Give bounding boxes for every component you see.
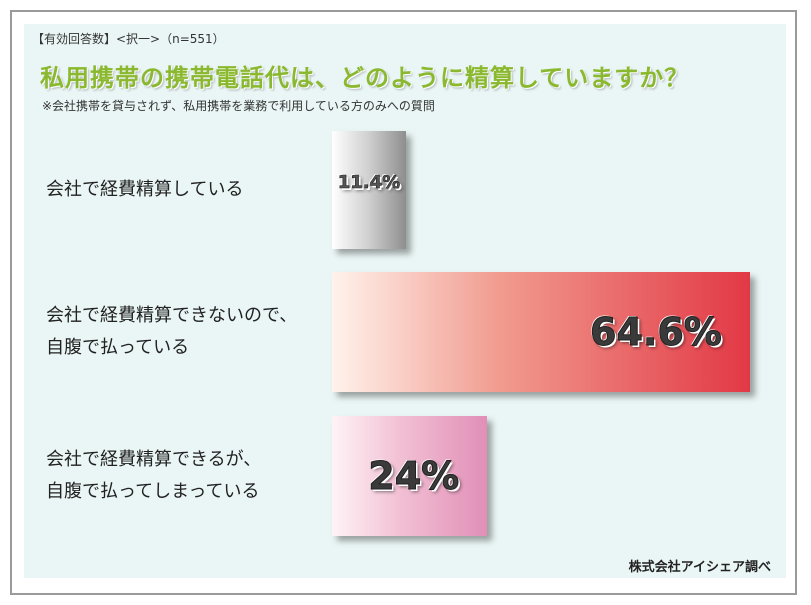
bar (332, 131, 406, 249)
data-label: 64.6% (590, 310, 723, 355)
chart-subtitle: ※会社携帯を貸与されず、私用携帯を業務で利用している方のみへの質問 (42, 99, 435, 113)
category-label: 会社で経費精算できないので、 自腹で払っている (46, 300, 297, 364)
category-label-line: 会社で経費精算できないので、 (46, 305, 298, 326)
category-label-line: 会社で経費精算している (46, 179, 244, 200)
bar (332, 272, 750, 392)
response-count-note: 【有効回答数】<択一>（n=551） (32, 32, 225, 46)
chart-title: 私用携帯の携帯電話代は、どのように精算していますか？ (40, 64, 690, 92)
category-label-line: 自腹で払っている (46, 337, 190, 358)
source-credit: 株式会社アイシェア調べ (628, 560, 771, 575)
bar (332, 416, 488, 536)
data-label: 11.4% (337, 171, 401, 193)
category-label-line: 自腹で払ってしまっている (46, 481, 260, 502)
category-label: 会社で経費精算できるが、 自腹で払ってしまっている (46, 444, 261, 508)
category-label: 会社で経費精算している (46, 174, 243, 206)
category-label-line: 会社で経費精算できるが、 (46, 449, 262, 470)
data-label: 24% (368, 454, 460, 499)
